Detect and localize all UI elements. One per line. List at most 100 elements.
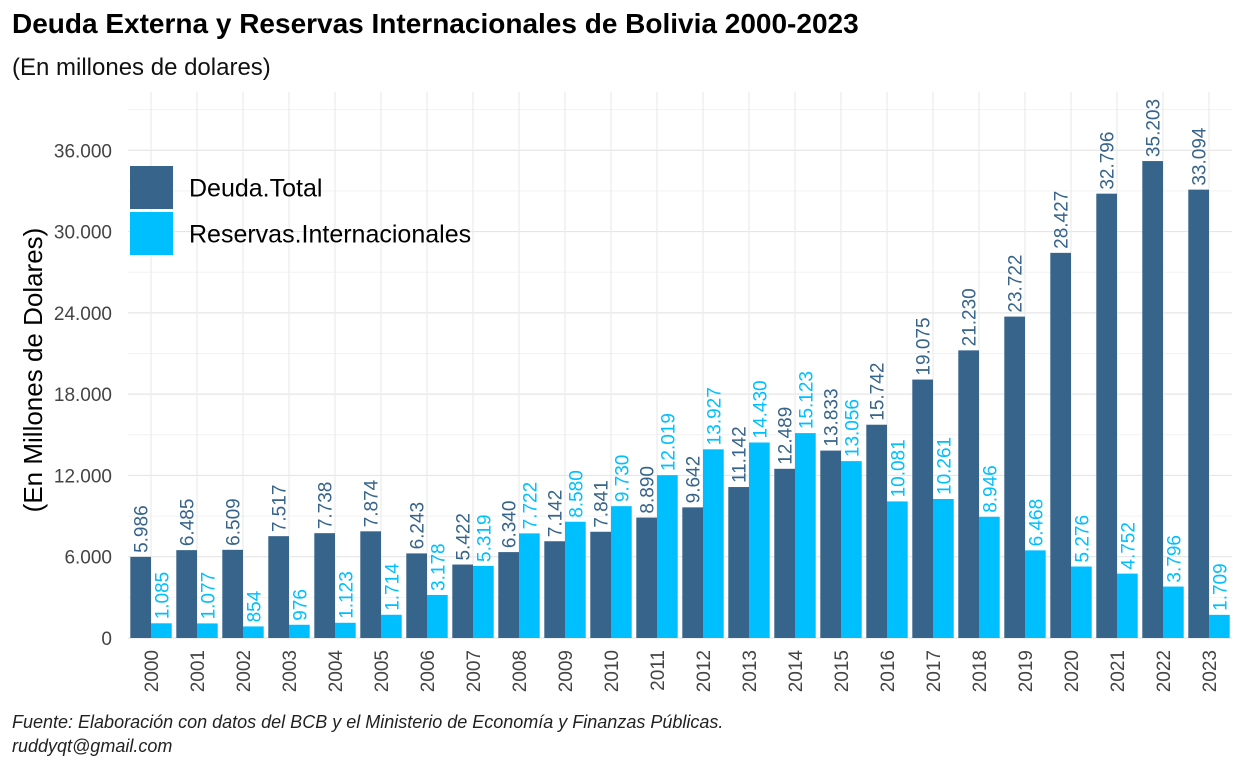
bar-deuda-total [452, 564, 473, 638]
x-tick-label: 2002 [234, 650, 255, 692]
bar-deuda-total [912, 379, 933, 638]
bar-reservas-internacionales [749, 442, 770, 638]
chart-subtitle: (En millones de dolares) [12, 54, 271, 81]
bar-reservas-internacionales [335, 622, 356, 638]
bar-reservas-internacionales [243, 626, 264, 638]
bar-deuda-total [544, 541, 565, 638]
data-label: 21.230 [960, 288, 981, 346]
bar-deuda-total [1004, 316, 1025, 638]
data-label: 7.738 [316, 482, 337, 530]
bar-reservas-internacionales [197, 623, 218, 638]
bar-reservas-internacionales [933, 498, 954, 638]
data-label: 7.874 [362, 479, 383, 527]
x-tick-label: 2004 [326, 650, 347, 693]
data-label: 1.077 [198, 572, 219, 620]
x-tick-label: 2010 [602, 650, 623, 692]
x-tick-label: 2009 [556, 650, 577, 692]
x-tick-label: 2000 [142, 650, 163, 692]
legend-label: Reservas.Internacionales [189, 221, 471, 249]
data-label: 14.430 [750, 380, 771, 438]
data-label: 8.890 [638, 466, 659, 514]
caption-source: Fuente: Elaboración con datos del BCB y … [12, 712, 724, 732]
x-tick-label: 2007 [464, 650, 485, 692]
data-label: 6.509 [224, 498, 245, 546]
data-label: 854 [244, 590, 265, 622]
bar-reservas-internacionales [1025, 550, 1046, 638]
bar-deuda-total [1142, 161, 1163, 638]
x-tick-label: 2014 [786, 650, 807, 693]
data-label: 32.796 [1098, 132, 1119, 190]
bar-reservas-internacionales [1117, 573, 1138, 638]
y-tick-label: 36.000 [54, 141, 112, 162]
bar-deuda-total [866, 424, 887, 638]
data-label: 11.142 [730, 426, 751, 483]
bar-deuda-total [728, 487, 749, 638]
bar-deuda-total [1188, 189, 1209, 638]
data-label: 19.075 [914, 317, 935, 375]
data-label: 3.796 [1164, 535, 1185, 583]
data-label: 1.709 [1210, 563, 1231, 611]
bar-deuda-total [1096, 193, 1117, 638]
data-label: 10.081 [888, 439, 909, 497]
x-tick-label: 2021 [1108, 650, 1129, 692]
bar-deuda-total [222, 549, 243, 638]
bar-deuda-total [268, 536, 289, 638]
data-label: 7.517 [270, 485, 291, 533]
data-label: 6.468 [1026, 499, 1047, 547]
data-label: 28.427 [1052, 191, 1073, 249]
data-label: 5.986 [132, 505, 153, 553]
bar-reservas-internacionales [979, 516, 1000, 638]
legend-label: Deuda.Total [189, 175, 322, 203]
bar-reservas-internacionales [1163, 586, 1184, 638]
data-label: 13.833 [822, 388, 843, 446]
caption-email: ruddyqt@gmail.com [12, 736, 173, 756]
bar-reservas-internacionales [841, 461, 862, 638]
bar-reservas-internacionales [795, 433, 816, 638]
y-tick-label: 18.000 [54, 385, 112, 406]
data-label: 13.927 [704, 387, 725, 445]
bar-deuda-total [176, 550, 197, 638]
bar-reservas-internacionales [473, 565, 494, 638]
bar-deuda-total [774, 468, 795, 638]
x-tick-label: 2023 [1200, 650, 1221, 692]
data-label: 4.752 [1118, 522, 1139, 570]
data-label: 7.841 [592, 480, 613, 528]
x-tick-label: 2016 [878, 650, 899, 692]
data-label: 8.580 [566, 470, 587, 518]
data-label: 6.340 [500, 501, 521, 549]
data-label: 7.722 [520, 482, 541, 530]
bar-reservas-internacionales [1071, 566, 1092, 638]
data-label: 6.485 [178, 499, 199, 547]
data-label: 6.243 [408, 502, 429, 550]
data-label: 3.178 [428, 543, 449, 591]
bar-deuda-total [498, 552, 519, 638]
x-tick-label: 2020 [1062, 650, 1083, 692]
bar-deuda-total [130, 556, 151, 638]
bar-deuda-total [314, 533, 335, 638]
x-tick-label: 2011 [648, 650, 669, 691]
bars [130, 161, 1230, 639]
bar-deuda-total [590, 531, 611, 638]
data-label: 5.276 [1072, 515, 1093, 563]
legend: Deuda.Total Reservas.Internacionales [130, 166, 471, 255]
data-label: 12.019 [658, 413, 679, 471]
data-labels: 5.986 6.485 6.509 7.517 7.738 7.874 6.243 5.422… [132, 99, 1232, 622]
x-tick-label: 2003 [280, 650, 301, 692]
bar-reservas-internacionales [611, 506, 632, 638]
bar-reservas-internacionales [151, 623, 172, 638]
legend-key [130, 212, 173, 255]
data-label: 976 [290, 589, 311, 621]
y-axis: 0 6.000 12.000 18.000 24.000 30.000 36.000 [54, 141, 112, 650]
y-tick-label: 0 [101, 629, 112, 650]
x-tick-label: 2008 [510, 650, 531, 692]
bar-reservas-internacionales [657, 475, 678, 638]
bar-reservas-internacionales [887, 501, 908, 638]
data-label: 9.730 [612, 455, 633, 503]
data-label: 15.742 [868, 363, 889, 421]
data-label: 35.203 [1144, 99, 1165, 157]
data-label: 7.142 [546, 490, 567, 538]
bar-reservas-internacionales [1209, 614, 1230, 638]
bar-reservas-internacionales [519, 533, 540, 638]
data-label: 1.123 [336, 571, 357, 619]
data-label: 13.056 [842, 399, 863, 457]
